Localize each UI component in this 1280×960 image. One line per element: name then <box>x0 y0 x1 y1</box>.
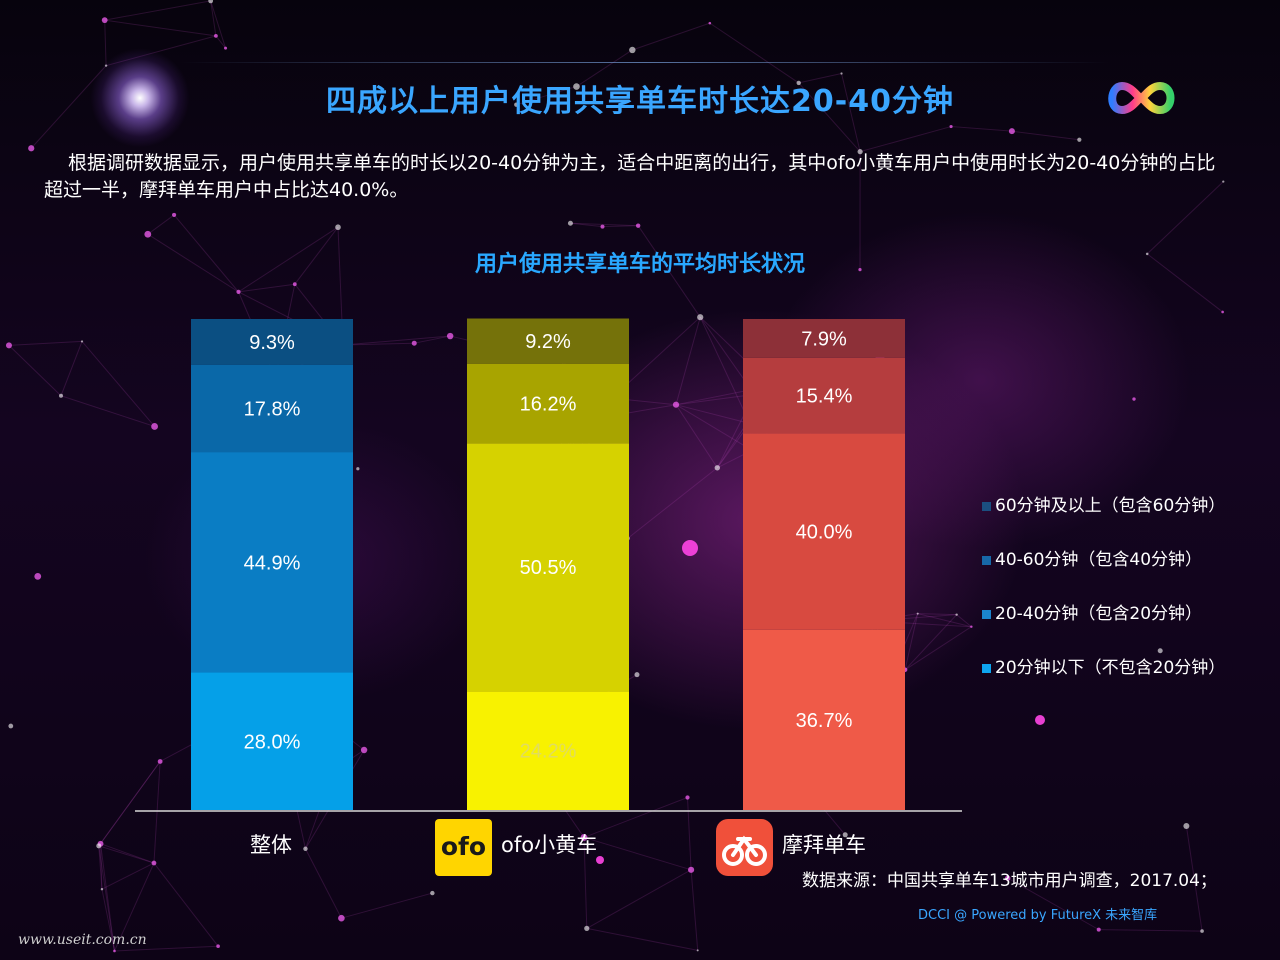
page-title: 四成以上用户使用共享单车时长达20-40分钟 <box>326 84 954 119</box>
data-label: 9.2% <box>525 331 571 353</box>
data-label: 16.2% <box>520 393 577 415</box>
bar-segment <box>191 364 353 453</box>
footer-credit: DCCI @ Powered by FutureX 未来智库 <box>918 908 1158 923</box>
bar-segment <box>467 691 629 810</box>
legend-item-under-20: 20分钟以下（不包含20分钟） <box>982 653 1225 678</box>
legend-swatch <box>982 609 991 619</box>
bar-segment <box>743 629 905 810</box>
legend-label: 20分钟以下（不包含20分钟） <box>995 658 1226 678</box>
category-label-mobike: 摩拜单车 <box>782 833 866 857</box>
bar-segment <box>191 319 353 365</box>
legend-item-20-40: 20-40分钟（包含20分钟） <box>982 599 1202 624</box>
bar-segment <box>191 672 353 810</box>
bar-segment <box>467 318 629 364</box>
bar-segment <box>467 363 629 444</box>
infinity-logo-icon <box>1108 81 1175 115</box>
data-label: 50.5% <box>520 557 577 579</box>
data-label: 28.0% <box>244 731 301 753</box>
ofo-logo-icon: ofo <box>435 819 492 876</box>
title-divider <box>180 62 1110 63</box>
data-label: 40.0% <box>796 522 853 544</box>
data-label: 15.4% <box>796 386 853 408</box>
legend-swatch <box>982 663 991 673</box>
bar-segment <box>191 452 353 673</box>
watermark-text: www.useit.com.cn <box>18 932 147 948</box>
data-label: 7.9% <box>801 328 847 350</box>
bar-segment <box>743 433 905 630</box>
data-label: 44.9% <box>244 552 301 574</box>
data-label: 9.3% <box>249 332 295 354</box>
legend-label: 60分钟及以上（包含60分钟） <box>995 496 1226 516</box>
light-flare-decoration <box>90 48 190 148</box>
data-label: 24.2% <box>520 741 577 763</box>
legend-swatch <box>982 555 991 565</box>
legend-item-40-60: 40-60分钟（包含40分钟） <box>982 545 1202 570</box>
data-source-note: 数据来源：中国共享单车13城市用户调查，2017.04； <box>802 871 1217 891</box>
description-text: 根据调研数据显示，用户使用共享单车的时长以20-40分钟为主，适合中距离的出行，… <box>44 152 1216 201</box>
category-label-ofo: ofo小黄车 <box>501 833 598 857</box>
legend-swatch <box>982 501 991 511</box>
data-label: 17.8% <box>244 398 301 420</box>
bar-segment <box>743 357 905 434</box>
mobike-bicycle-logo-icon <box>716 819 773 876</box>
bar-segment <box>743 319 905 358</box>
data-label: 36.7% <box>796 710 853 732</box>
legend-item-60-plus: 60分钟及以上（包含60分钟） <box>982 491 1225 516</box>
chart-title: 用户使用共享单车的平均时长状况 <box>474 252 805 277</box>
category-label-overall: 整体 <box>250 833 292 857</box>
legend-label: 40-60分钟（包含40分钟） <box>995 550 1203 570</box>
bar-segment <box>467 443 629 692</box>
legend-label: 20-40分钟（包含20分钟） <box>995 604 1203 624</box>
